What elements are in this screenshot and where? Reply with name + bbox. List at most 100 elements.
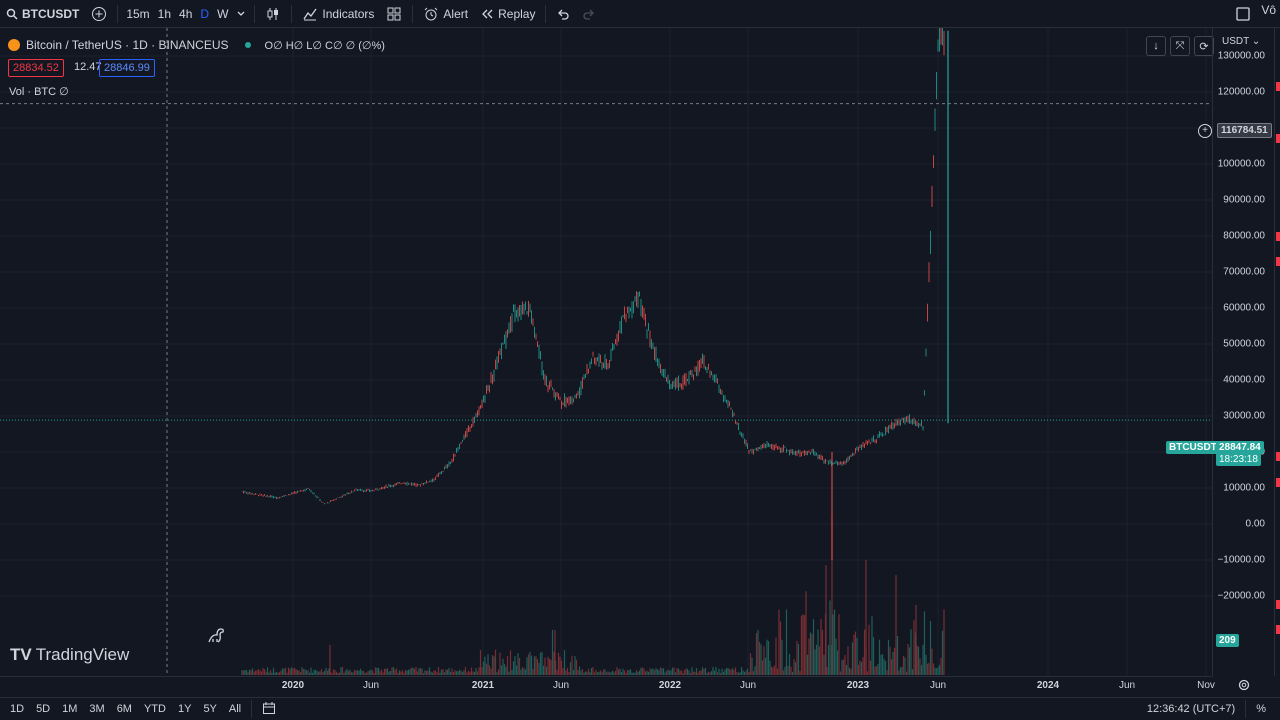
settings-button[interactable]	[1237, 678, 1251, 692]
collapse-button[interactable]: ⤧	[1170, 36, 1190, 56]
refresh-button[interactable]: ⟳	[1194, 36, 1214, 56]
price-tick: 120000.00	[1217, 86, 1265, 98]
percent-toggle[interactable]: %	[1256, 703, 1266, 715]
bar-countdown: 18:23:18	[1216, 453, 1261, 466]
time-axis[interactable]: 2020 Jun 2021 Jun 2022 Jun 2023 Jun 2024 Jun Nov	[0, 676, 1215, 697]
alert-label: Alert	[443, 6, 469, 21]
range-ytd[interactable]: YTD	[143, 703, 166, 715]
divider	[412, 4, 414, 23]
spread-value: 12.47	[74, 61, 102, 73]
price-tick: 10000.00	[1223, 482, 1265, 494]
symbol-title[interactable]: Bitcoin / TetherUS · 1D · BINANCEUS	[26, 38, 229, 52]
side-marker	[1276, 452, 1280, 461]
range-all[interactable]: All	[228, 703, 242, 715]
side-marker	[1276, 600, 1280, 609]
fullscreen-button[interactable]	[1229, 0, 1257, 27]
symbol-search[interactable]: BTCUSDT	[0, 0, 85, 27]
bid-price[interactable]: 28834.52	[8, 59, 64, 77]
time-tick: Jun	[739, 680, 757, 691]
search-icon	[6, 8, 18, 20]
arrow-down-button[interactable]: ↓	[1146, 36, 1166, 56]
interval-15m[interactable]: 15m	[126, 6, 150, 21]
undo-icon	[558, 9, 570, 20]
time-tick: Jun	[929, 680, 947, 691]
chart-type-button[interactable]	[259, 0, 287, 27]
volume-legend[interactable]: Vol · BTC ∅	[9, 86, 69, 98]
bitcoin-icon	[8, 39, 20, 51]
layout-button[interactable]	[380, 0, 408, 27]
price-tick: 80000.00	[1223, 230, 1265, 242]
undo-button[interactable]	[550, 0, 576, 27]
tv-logo-icon: TV	[10, 645, 32, 664]
redo-button[interactable]	[576, 0, 602, 27]
chart-controls: ↓ ⤧ ⟳	[1146, 36, 1214, 56]
bottom-toolbar: 1D 5D 1M 3M 6M YTD 1Y 5Y All 12:36:42 (U…	[0, 697, 1280, 720]
top-toolbar: BTCUSDT 15m 1h 4h D W Indicators Alert R…	[0, 0, 1280, 28]
range-6m[interactable]: 6M	[116, 703, 132, 715]
side-marker	[1276, 257, 1280, 266]
price-tick: 90000.00	[1223, 194, 1265, 206]
compare-button[interactable]	[85, 0, 113, 27]
dinosaur-icon[interactable]	[206, 625, 226, 645]
divider	[254, 4, 256, 23]
currency-selector[interactable]: USDT ⌄	[1222, 36, 1261, 47]
time-tick: Jun	[552, 680, 570, 691]
price-tick: 40000.00	[1223, 374, 1265, 386]
chart-legend: Bitcoin / TetherUS · 1D · BINANCEUS O∅ H…	[8, 38, 385, 52]
ohlc-values: O∅ H∅ L∅ C∅ ∅ (∅%)	[264, 39, 385, 52]
price-tick: −20000.00	[1217, 590, 1265, 602]
side-marker	[1276, 134, 1280, 143]
price-tick: 50000.00	[1223, 338, 1265, 350]
clock-label[interactable]: 12:36:42 (UTC+7)	[1146, 703, 1236, 715]
price-tick: 30000.00	[1223, 410, 1265, 422]
square-icon	[1236, 6, 1250, 21]
price-tick: 60000.00	[1223, 302, 1265, 314]
replay-button[interactable]: Replay	[474, 0, 541, 27]
range-5y[interactable]: 5Y	[203, 703, 217, 715]
range-1m[interactable]: 1M	[62, 703, 78, 715]
time-tick: 2021	[471, 680, 495, 691]
chevron-down-icon	[237, 11, 245, 16]
price-chart[interactable]	[0, 28, 1212, 676]
alarm-clock-icon	[425, 7, 438, 20]
crosshair-price-label: 116784.51	[1217, 123, 1272, 138]
range-5d[interactable]: 5D	[36, 703, 51, 715]
time-tick: Jun	[1118, 680, 1136, 691]
interval-dropdown[interactable]	[232, 0, 250, 27]
last-price-label: 28847.84	[1216, 441, 1264, 454]
time-tick: 2024	[1036, 680, 1060, 691]
time-tick: 2020	[281, 680, 305, 691]
goto-date-button[interactable]	[256, 701, 282, 718]
calendar-icon	[263, 701, 276, 714]
currency-label: USDT	[1222, 36, 1250, 47]
arrow-down-icon: ↓	[1153, 40, 1159, 52]
candles-icon	[267, 7, 279, 20]
refresh-icon: ⟳	[1199, 40, 1209, 53]
replay-label: Replay	[498, 6, 536, 21]
interval-w[interactable]: W	[217, 6, 229, 21]
side-marker	[1276, 625, 1280, 634]
range-1y[interactable]: 1Y	[177, 703, 192, 715]
interval-4h[interactable]: 4h	[179, 6, 193, 21]
price-tick: 70000.00	[1223, 266, 1265, 278]
interval-d[interactable]: D	[200, 6, 210, 21]
divider	[545, 4, 547, 23]
range-3m[interactable]: 3M	[89, 703, 105, 715]
right-side-strip	[1274, 28, 1280, 676]
market-status-dot	[244, 42, 251, 48]
add-alert-icon[interactable]: +	[1198, 124, 1212, 138]
price-tick: 130000.00	[1217, 50, 1265, 62]
range-1d[interactable]: 1D	[10, 703, 25, 715]
indicators-button[interactable]: Indicators	[296, 0, 380, 27]
ask-price[interactable]: 28846.99	[99, 59, 155, 77]
interval-1h[interactable]: 1h	[157, 6, 172, 21]
alert-button[interactable]: Alert	[417, 0, 474, 27]
logo-text: TradingView	[35, 645, 130, 664]
rewind-icon	[482, 9, 493, 18]
toolbar-cutoff-text: Vô	[1261, 3, 1276, 17]
time-tick: Jun	[362, 680, 380, 691]
price-tick: 0.00	[1245, 518, 1265, 530]
collapse-icon: ⤧	[1175, 39, 1185, 52]
time-tick: 2022	[658, 680, 682, 691]
tradingview-logo: TV TradingView	[10, 645, 129, 665]
